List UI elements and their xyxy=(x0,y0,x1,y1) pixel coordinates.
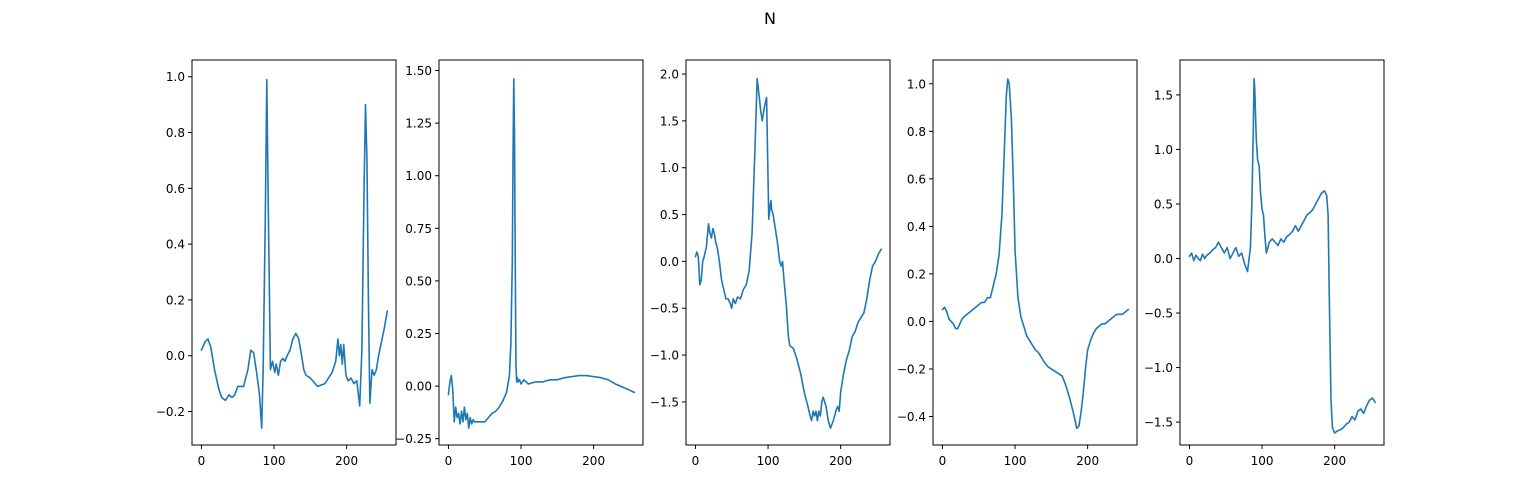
y-tick-label: −1.5 xyxy=(650,395,679,409)
subplot-2: 0 100 200 −0.25 0.00 0.25 0.50 0.75 1.00 1.25 1.50 xyxy=(395,59,644,468)
y-tick-label: −0.25 xyxy=(395,432,432,446)
subplot-5: 0 100 200 −1.5 −1.0 −0.5 0.0 0.5 1.0 1.5 xyxy=(1144,59,1385,468)
y-tick-label: 0.2 xyxy=(907,267,926,281)
subplot-grid: 0 100 200−0.20.00.20.40.60.81.00 100 200−0.2… xyxy=(156,59,1385,468)
y-tick-label: −0.5 xyxy=(1144,307,1173,321)
ecg-trace-line xyxy=(1188,77,1377,434)
subplot-4: 0 100 200 −0.4 −0.2 0.0 0.2 0.4 0.6 0.8 1.0 xyxy=(897,59,1138,468)
figure-title: N xyxy=(764,9,776,28)
subplot-1: 0 100 200 −0.2 0.0 0.2 0.4 0.6 0.8 1.0 xyxy=(156,59,397,468)
y-tick-label: 0.2 xyxy=(166,293,185,307)
x-tick-label: 0 xyxy=(1186,454,1194,468)
y-tick-label: 0.25 xyxy=(405,327,432,341)
x-tick-label: 0 xyxy=(445,454,453,468)
y-tick-label: 1.0 xyxy=(660,161,679,175)
y-tick-label: 1.25 xyxy=(405,117,432,131)
x-tick-label: 100 xyxy=(510,454,533,468)
y-tick-label: −0.5 xyxy=(650,302,679,316)
y-tick-label: 1.00 xyxy=(405,169,432,183)
y-tick-label: 1.0 xyxy=(166,70,185,84)
y-tick-label: 1.0 xyxy=(907,77,926,91)
ecg-trace-line xyxy=(941,78,1130,430)
y-tick-label: 0.0 xyxy=(660,255,679,269)
x-tick-label: 200 xyxy=(1323,454,1346,468)
y-tick-label: 1.0 xyxy=(1154,143,1173,157)
x-tick-label: 200 xyxy=(829,454,852,468)
y-tick-label: 0.0 xyxy=(907,315,926,329)
axes-frame xyxy=(685,59,891,446)
axes-frame xyxy=(1179,59,1385,446)
y-tick-label: 0.4 xyxy=(166,238,185,252)
y-tick-label: 1.5 xyxy=(1154,88,1173,102)
y-tick-label: 0.6 xyxy=(166,182,185,196)
x-tick-label: 0 xyxy=(692,454,700,468)
x-tick-label: 100 xyxy=(263,454,286,468)
y-tick-label: 0.50 xyxy=(405,274,432,288)
axes-frame xyxy=(438,59,644,446)
ecg-trace-line xyxy=(694,77,883,429)
y-tick-label: 0.8 xyxy=(907,125,926,139)
y-tick-label: −1.0 xyxy=(1144,361,1173,375)
y-tick-label: −0.2 xyxy=(156,405,185,419)
x-tick-label: 100 xyxy=(1251,454,1274,468)
x-tick-label: 100 xyxy=(1004,454,1027,468)
x-tick-label: 200 xyxy=(582,454,605,468)
y-tick-label: 0.5 xyxy=(1154,197,1173,211)
y-tick-label: 0.00 xyxy=(405,380,432,394)
x-tick-label: 0 xyxy=(198,454,206,468)
y-tick-label: 0.0 xyxy=(166,349,185,363)
y-tick-label: 0.5 xyxy=(660,208,679,222)
axes-frame xyxy=(191,59,397,446)
ecg-trace-line xyxy=(447,78,636,429)
y-tick-label: −1.0 xyxy=(650,349,679,363)
y-tick-label: 0.0 xyxy=(1154,252,1173,266)
x-tick-label: 0 xyxy=(939,454,947,468)
y-tick-label: 0.75 xyxy=(405,222,432,236)
x-tick-label: 200 xyxy=(1076,454,1099,468)
y-tick-label: 2.0 xyxy=(660,68,679,82)
y-tick-label: 1.5 xyxy=(660,114,679,128)
y-tick-label: 0.4 xyxy=(907,220,926,234)
y-tick-label: −0.4 xyxy=(897,410,926,424)
ecg-trace-line xyxy=(200,78,389,430)
axes-frame xyxy=(932,59,1138,446)
x-tick-label: 200 xyxy=(335,454,358,468)
y-tick-label: 0.6 xyxy=(907,172,926,186)
y-tick-label: 0.8 xyxy=(166,126,185,140)
x-tick-label: 100 xyxy=(757,454,780,468)
y-tick-label: −0.2 xyxy=(897,362,926,376)
subplot-3: 0 100 200 −1.5 −1.0 −0.5 0.0 0.5 1.0 1.5 2.0 xyxy=(650,59,891,468)
y-tick-label: 1.50 xyxy=(405,64,432,78)
y-tick-label: −1.5 xyxy=(1144,416,1173,430)
